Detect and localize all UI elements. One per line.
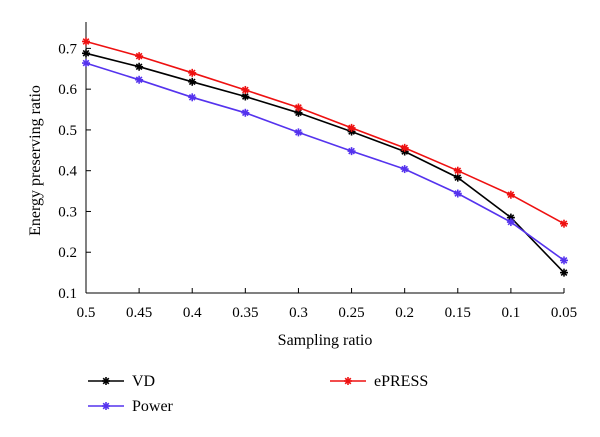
series-vd [82, 49, 568, 277]
series-line [85, 52, 565, 274]
legend-item-epress: ePRESS [330, 373, 428, 390]
x-tick-label: 0.5 [77, 305, 96, 321]
data-point [400, 165, 409, 174]
x-tick-label: 0.05 [551, 305, 577, 321]
series-power [82, 59, 568, 265]
data-point [135, 75, 144, 84]
data-point [102, 377, 110, 385]
x-tick-label: 0.35 [232, 305, 258, 321]
series-epress [82, 37, 568, 228]
data-point [135, 62, 144, 71]
data-point [400, 143, 409, 152]
data-point [347, 147, 356, 156]
data-point [344, 377, 352, 385]
x-tick-label: 0.25 [338, 305, 364, 321]
y-tick-label: 0.6 [58, 82, 77, 98]
data-point [560, 219, 568, 228]
y-ticks: 0.1 0.2 0.3 0.4 0.5 0.6 0.7 [58, 41, 91, 302]
data-point [560, 268, 568, 277]
data-point [82, 37, 90, 46]
y-tick-label: 0.2 [58, 245, 77, 261]
data-point [560, 256, 568, 265]
data-point [294, 128, 303, 137]
x-tick-label: 0.3 [289, 305, 308, 321]
y-tick-label: 0.4 [58, 164, 77, 180]
data-point [294, 103, 303, 112]
data-point [241, 85, 250, 94]
x-axis-title: Sampling ratio [278, 332, 373, 349]
x-ticks: 0.5 0.45 0.4 0.35 0.3 0.25 0.2 0.15 0.1 0.05 [77, 288, 577, 321]
data-point [506, 218, 515, 227]
data-point [453, 166, 462, 175]
x-tick-label: 0.4 [183, 305, 202, 321]
x-tick-label: 0.45 [126, 305, 152, 321]
data-point [135, 52, 144, 61]
data-point [188, 77, 197, 86]
legend-item-vd: VD [88, 373, 155, 390]
series-line [85, 62, 565, 262]
y-tick-label: 0.1 [58, 286, 77, 302]
data-point [453, 173, 462, 182]
data-point [102, 402, 110, 410]
legend-item-power: Power [88, 398, 174, 415]
x-tick-label: 0.2 [395, 305, 414, 321]
legend-label: VD [132, 373, 155, 390]
y-tick-label: 0.3 [58, 204, 77, 220]
data-point [82, 59, 90, 68]
x-tick-label: 0.15 [445, 305, 471, 321]
data-point [188, 93, 197, 102]
data-point [82, 49, 90, 58]
data-point [188, 68, 197, 77]
y-tick-label: 0.5 [58, 123, 77, 139]
legend: VD Power ePRESS [88, 373, 428, 415]
legend-label: ePRESS [374, 373, 428, 390]
series-layer [82, 37, 568, 277]
series-line [85, 40, 565, 225]
data-point [506, 190, 515, 199]
y-axis-title: Energy preserving ratio [27, 85, 44, 236]
axes [85, 22, 564, 294]
y-tick-label: 0.7 [58, 41, 77, 57]
data-point [241, 108, 250, 117]
data-point [347, 123, 356, 132]
data-point [453, 189, 462, 198]
x-tick-label: 0.1 [502, 305, 521, 321]
legend-label: Power [132, 398, 174, 415]
